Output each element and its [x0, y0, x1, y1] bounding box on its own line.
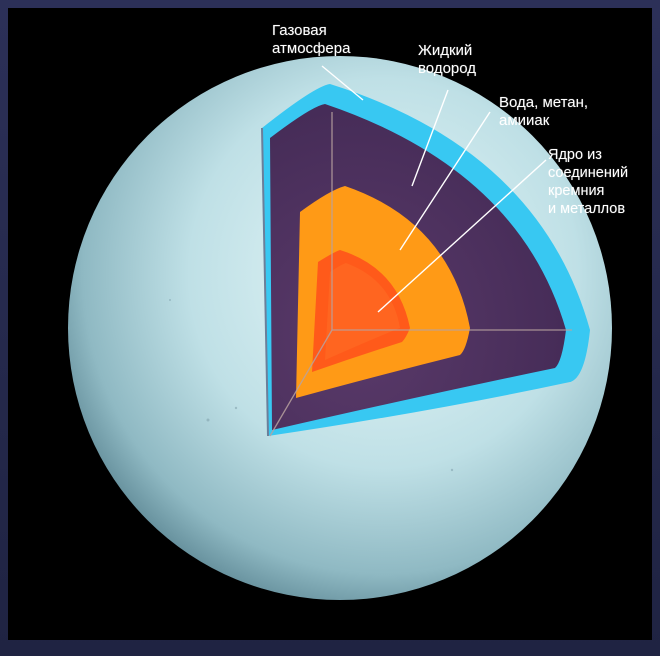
pointer-mantle: [399, 111, 491, 251]
surface-specks: [169, 299, 454, 472]
label-liquid-hydrogen: Жидкий водород: [418, 42, 477, 77]
label-water-methane-ammonia: Вода, метан, амииак: [499, 94, 589, 129]
pointer-core: [377, 159, 547, 313]
atmosphere-edge: [261, 127, 269, 437]
label-gas-atmosphere: Газовая атмосфера: [272, 22, 351, 57]
label-core: Ядро из соединений кремния и металлов: [548, 147, 629, 217]
core-highlight: [325, 263, 400, 360]
pointer-lines: [321, 65, 547, 313]
pointer-hydrogen: [411, 89, 449, 187]
pointer-atmosphere: [321, 65, 364, 101]
cutaway-axes: [269, 112, 572, 437]
